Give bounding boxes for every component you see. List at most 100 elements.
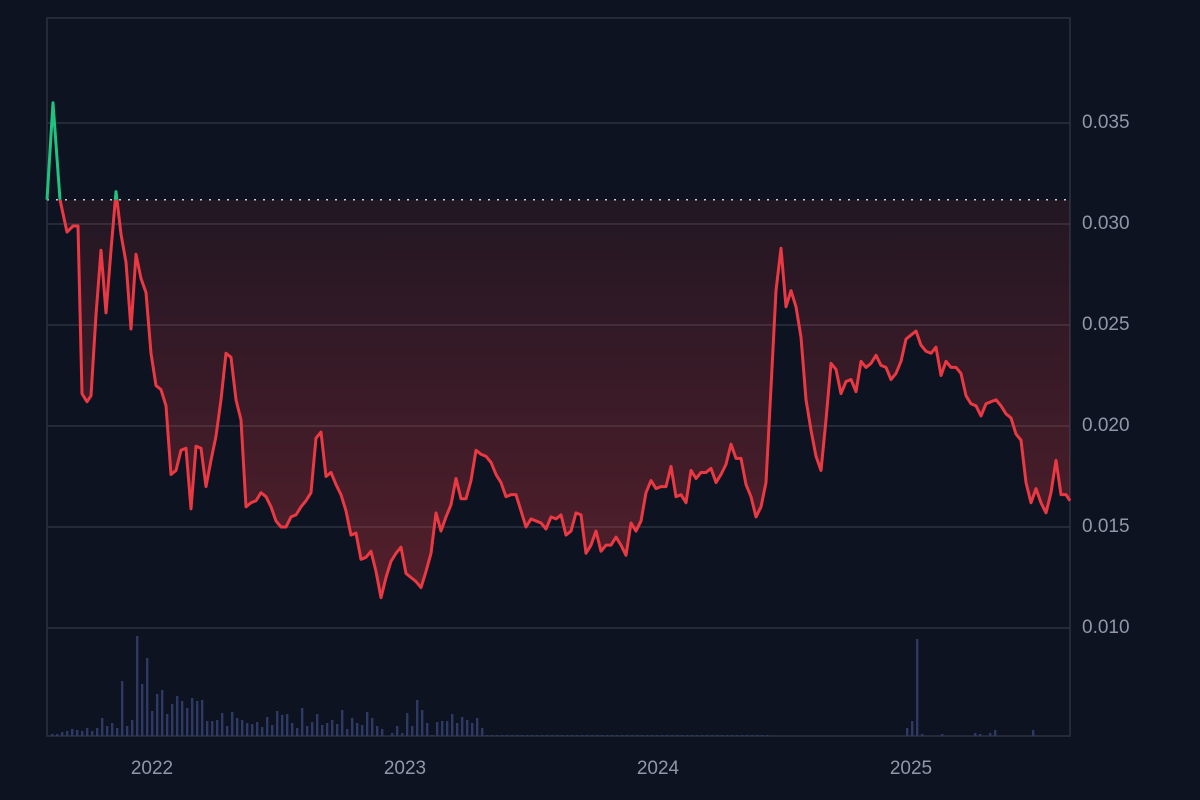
- volume-bar: [266, 717, 269, 736]
- volume-bar: [536, 735, 539, 736]
- volume-bar: [711, 735, 714, 736]
- volume-bar: [256, 722, 259, 736]
- volume-bar: [166, 714, 169, 736]
- volume-bar: [176, 696, 179, 736]
- volume-bar: [456, 723, 459, 736]
- volume-bar: [241, 720, 244, 736]
- volume-bar: [716, 735, 719, 736]
- volume-bar: [351, 718, 354, 736]
- volume-bar: [721, 735, 724, 736]
- volume-bar: [136, 636, 139, 736]
- volume-bar: [751, 735, 754, 736]
- volume-bar: [736, 735, 739, 736]
- volume-bar: [651, 735, 654, 736]
- y-tick-label: 0.035: [1082, 112, 1130, 133]
- volume-bar: [321, 725, 324, 736]
- volume-bar: [276, 711, 279, 736]
- x-tick-label: 2022: [130, 758, 174, 779]
- volume-bar: [531, 735, 534, 736]
- volume-bar: [526, 735, 529, 736]
- volume-bar: [436, 722, 439, 736]
- volume-bar: [111, 723, 114, 736]
- volume-bar: [666, 735, 669, 736]
- volume-bar: [271, 725, 274, 736]
- volume-bar: [461, 717, 464, 736]
- volume-bar: [96, 728, 99, 736]
- volume-bar: [511, 735, 514, 736]
- volume-bar: [381, 729, 384, 736]
- volume-bar: [316, 714, 319, 736]
- volume-bar: [356, 723, 359, 736]
- volume-bar: [71, 729, 74, 736]
- volume-bar: [1032, 730, 1035, 736]
- volume-bar: [91, 731, 94, 736]
- volume-bar: [551, 735, 554, 736]
- volume-bar: [471, 723, 474, 736]
- volume-bar: [231, 712, 234, 736]
- volume-bar: [366, 712, 369, 736]
- volume-bar: [406, 713, 409, 736]
- volume-bar: [691, 735, 694, 736]
- volume-bar: [451, 714, 454, 736]
- volume-bar: [261, 727, 264, 736]
- volume-bar: [346, 729, 349, 736]
- y-tick-label: 0.015: [1082, 516, 1130, 537]
- volume-bar: [121, 681, 124, 736]
- volume-bar: [211, 721, 214, 736]
- volume-bar: [696, 735, 699, 736]
- volume-bar: [621, 735, 624, 736]
- volume-bar: [391, 733, 394, 736]
- volume-bar: [916, 639, 919, 736]
- volume-bar: [481, 728, 484, 736]
- volume-bar: [476, 718, 479, 736]
- volume-bar: [126, 726, 129, 736]
- volume-bar: [336, 724, 339, 736]
- x-tick-label: 2024: [636, 758, 680, 779]
- volume-bar: [921, 734, 924, 736]
- volume-bar: [676, 735, 679, 736]
- volume-bar: [201, 700, 204, 736]
- volume-bar: [631, 735, 634, 736]
- volume-bar: [246, 723, 249, 736]
- volume-bar: [331, 720, 334, 736]
- volume-bar: [906, 728, 909, 736]
- volume-bar: [286, 714, 289, 736]
- volume-bar: [761, 735, 764, 736]
- volume-bar: [941, 734, 944, 736]
- volume-bar: [421, 710, 424, 736]
- volume-bar: [281, 715, 284, 736]
- volume-bar: [731, 735, 734, 736]
- volume-bar: [251, 724, 254, 736]
- volume-bar: [741, 735, 744, 736]
- volume-bar: [611, 735, 614, 736]
- y-tick-label: 0.010: [1082, 617, 1130, 638]
- volume-bar: [989, 733, 992, 736]
- volume-bar: [486, 735, 489, 736]
- y-tick-label: 0.020: [1082, 415, 1130, 436]
- volume-bar: [371, 718, 374, 736]
- volume-bar: [361, 725, 364, 736]
- volume-bar: [766, 735, 769, 736]
- volume-bar: [236, 718, 239, 736]
- volume-bar: [491, 735, 494, 736]
- volume-bar: [441, 721, 444, 736]
- volume-bar: [561, 735, 564, 736]
- volume-bar: [116, 728, 119, 736]
- volume-bar: [591, 735, 594, 736]
- y-tick-label: 0.030: [1082, 213, 1130, 234]
- volume-bar: [296, 728, 299, 736]
- volume-bar: [616, 735, 619, 736]
- volume-bar: [66, 731, 69, 736]
- volume-bar: [401, 733, 404, 736]
- volume-bar: [416, 700, 419, 736]
- volume-bar: [606, 735, 609, 736]
- volume-bar: [681, 735, 684, 736]
- volume-bar: [979, 734, 982, 736]
- volume-bar: [566, 735, 569, 736]
- volume-bar: [501, 735, 504, 736]
- volume-bar: [641, 735, 644, 736]
- volume-bar: [506, 735, 509, 736]
- volume-bar: [701, 735, 704, 736]
- volume-bar: [196, 701, 199, 736]
